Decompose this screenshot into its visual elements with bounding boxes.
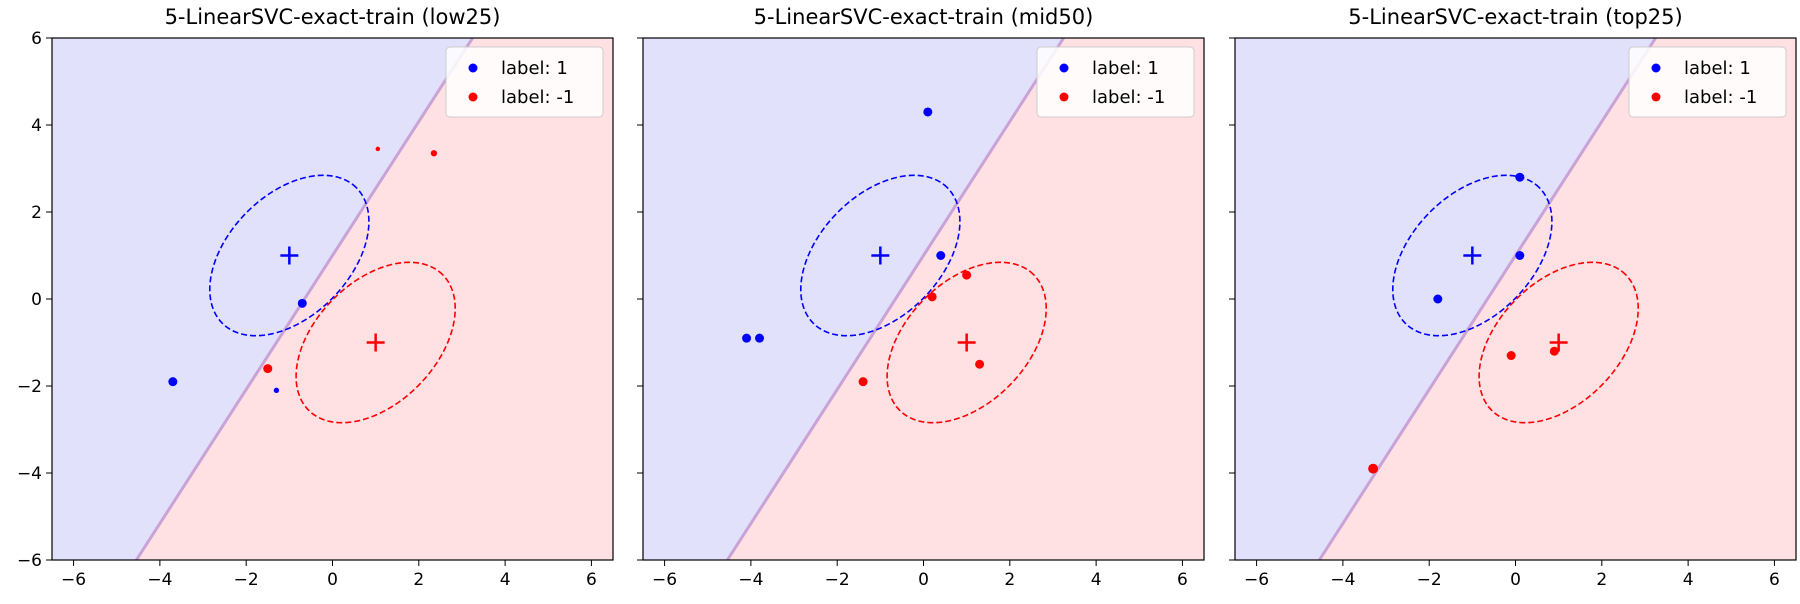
data-point-label-neg1 <box>263 364 273 374</box>
data-point-label-neg1 <box>975 359 985 369</box>
data-point-label-neg1 <box>962 270 972 280</box>
data-point-label-1 <box>742 333 752 343</box>
x-tick-label: −4 <box>147 570 172 590</box>
chart-panel-3: −6 −4 −2 0 2 4 6 5-LinearSVC-exact-train (top25… <box>1229 5 1797 590</box>
x-tick-label: −2 <box>1417 570 1442 590</box>
chart-title: 5-LinearSVC-exact-train (low25) <box>165 5 501 29</box>
ellipse-label-1 <box>208 174 370 337</box>
center-marker-label-1 <box>871 246 890 265</box>
legend: label: 1 label: -1 <box>1036 46 1195 118</box>
chart-title: 5-LinearSVC-exact-train (mid50) <box>754 5 1094 29</box>
legend-marker-label-neg1 <box>468 92 478 102</box>
x-tick-label: −6 <box>1244 570 1269 590</box>
x-tick-label: −6 <box>61 570 86 590</box>
data-point-label-1 <box>1515 251 1525 260</box>
data-point-label-neg1 <box>1506 351 1516 361</box>
legend-label: label: -1 <box>501 87 574 108</box>
x-tick-label: 2 <box>1004 570 1015 590</box>
x-tick-label: 0 <box>1510 570 1521 590</box>
legend-marker-label-neg1 <box>1651 92 1661 102</box>
legend-marker-label-1 <box>1651 63 1661 73</box>
data-point-label-neg1 <box>1549 346 1559 356</box>
legend-marker-label-1 <box>468 63 478 73</box>
y-tick-label: −6 <box>17 551 42 571</box>
data-point-label-1 <box>936 251 946 260</box>
y-tick-label: 6 <box>31 29 42 49</box>
data-point-label-1 <box>1433 294 1443 304</box>
ellipse-label-neg1 <box>295 261 457 424</box>
x-tick-label: 6 <box>586 570 597 590</box>
y-tick-label: 2 <box>31 203 42 223</box>
chart-title: 5-LinearSVC-exact-train (top25) <box>1348 5 1682 29</box>
ellipse-label-1 <box>1391 174 1553 337</box>
data-point-label-1 <box>273 387 280 394</box>
legend-marker-label-1 <box>1059 63 1069 73</box>
x-tick-label: 2 <box>1596 570 1607 590</box>
x-tick-label: 6 <box>1177 570 1188 590</box>
y-tick-label: 0 <box>31 290 42 310</box>
data-point-label-1 <box>168 377 178 387</box>
center-marker-label-neg1 <box>1549 333 1568 352</box>
plot-area <box>1235 38 1796 560</box>
x-tick-label: −6 <box>652 570 677 590</box>
legend: label: 1 label: -1 <box>445 46 604 118</box>
legend-marker-label-neg1 <box>1059 92 1069 102</box>
ellipse-label-neg1 <box>886 261 1048 424</box>
x-tick-label: −4 <box>1330 570 1355 590</box>
legend-box <box>445 46 604 118</box>
chart-panel-1: −6 −4 −2 0 2 4 6 −6 −4 −2 0 2 4 6 5-LinearSVC-exact-tr… <box>17 5 614 590</box>
x-tick-label: 0 <box>918 570 929 590</box>
y-tick-label: −4 <box>17 464 42 484</box>
region-label-1 <box>643 38 1064 560</box>
center-marker-label-1 <box>1463 246 1482 265</box>
x-tick-label: 4 <box>1683 570 1694 590</box>
data-point-label-neg1 <box>430 150 438 157</box>
x-tick-label: −2 <box>234 570 259 590</box>
legend-label: label: 1 <box>1092 58 1159 79</box>
legend-box <box>1628 46 1787 118</box>
data-point-label-1 <box>297 298 307 308</box>
legend-label: label: -1 <box>1092 87 1165 108</box>
center-marker-label-neg1 <box>366 333 385 352</box>
data-point-label-1 <box>923 107 933 117</box>
legend-label: label: 1 <box>1684 58 1751 79</box>
legend-label: label: -1 <box>1684 87 1757 108</box>
plot-area <box>643 38 1204 560</box>
center-marker-label-1 <box>280 246 299 265</box>
x-tick-label: 4 <box>500 570 511 590</box>
data-point-label-neg1 <box>927 292 937 302</box>
legend-label: label: 1 <box>501 58 568 79</box>
decision-boundary <box>726 38 1065 560</box>
x-tick-label: 4 <box>1091 570 1102 590</box>
legend-box <box>1036 46 1195 118</box>
x-tick-label: −4 <box>738 570 763 590</box>
x-tick-label: 2 <box>413 570 424 590</box>
ellipse-label-neg1 <box>1478 261 1640 424</box>
x-tick-label: 6 <box>1769 570 1780 590</box>
x-tick-label: 0 <box>327 570 338 590</box>
y-tick-label: −2 <box>17 377 42 397</box>
data-point-label-neg1 <box>858 377 868 387</box>
data-point-label-neg1 <box>375 146 381 152</box>
region-label-1 <box>1235 38 1656 560</box>
y-tick-label: 4 <box>31 116 42 136</box>
x-tick-label: −2 <box>825 570 850 590</box>
legend: label: 1 label: -1 <box>1628 46 1787 118</box>
ellipse-label-1 <box>799 174 961 337</box>
center-marker-label-neg1 <box>957 333 976 352</box>
data-point-label-1 <box>755 333 765 343</box>
plot-area <box>52 38 613 560</box>
region-label-1 <box>52 38 473 560</box>
chart-panel-2: −6 −4 −2 0 2 4 6 5-LinearSVC-exact-train (mid50… <box>637 5 1205 590</box>
data-point-label-1 <box>1515 172 1525 182</box>
decision-boundary <box>135 38 474 560</box>
data-point-label-neg1 <box>1368 463 1379 474</box>
